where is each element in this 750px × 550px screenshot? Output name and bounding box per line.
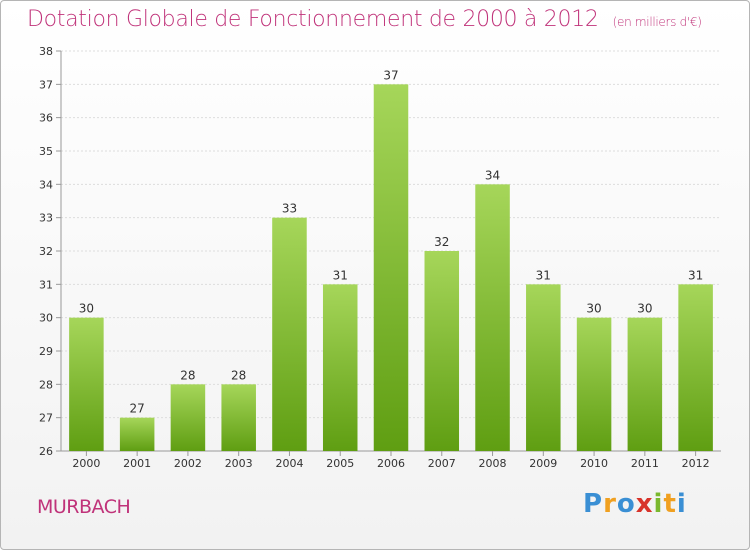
chart-subtitle: (en milliers d'€): [612, 15, 702, 29]
data-label: 31: [536, 268, 551, 282]
y-tick-label: 31: [39, 278, 53, 291]
data-label: 28: [231, 368, 246, 382]
x-tick-label: 2011: [631, 457, 659, 470]
y-tick-label: 38: [39, 45, 53, 58]
data-label: 30: [637, 302, 652, 316]
data-label: 31: [688, 268, 703, 282]
proxiti-logo: Proxiti: [583, 489, 687, 519]
data-label: 28: [180, 368, 195, 382]
logo-letter: o: [616, 489, 636, 519]
chart-title: Dotation Globale de Fonctionnement de 20…: [27, 7, 702, 32]
bar: [373, 84, 409, 451]
data-label: 27: [130, 402, 145, 416]
data-label: 37: [383, 68, 398, 82]
x-tick-label: 2005: [326, 457, 354, 470]
y-tick-label: 36: [39, 112, 53, 125]
bar: [627, 317, 663, 451]
y-tick-label: 35: [39, 145, 53, 158]
y-tick-label: 34: [39, 178, 53, 191]
data-label: 32: [434, 235, 449, 249]
bar: [526, 284, 561, 451]
data-label: 31: [333, 268, 348, 282]
y-tick-label: 26: [39, 445, 53, 458]
bar: [576, 317, 612, 451]
bar: [221, 384, 256, 451]
bar: [424, 251, 460, 451]
x-tick-label: 2006: [377, 457, 405, 470]
y-tick-label: 30: [39, 312, 53, 325]
bar: [678, 284, 713, 451]
logo-letter: r: [603, 489, 617, 519]
bar: [272, 217, 307, 451]
data-label: 33: [282, 202, 297, 216]
x-tick-label: 2007: [428, 457, 456, 470]
logo-letter: P: [583, 489, 604, 519]
chart-title-text: Dotation Globale de Fonctionnement de 20…: [27, 7, 599, 32]
y-tick-label: 37: [39, 78, 53, 91]
data-label: 34: [485, 168, 500, 182]
logo-letter: t: [663, 489, 677, 519]
x-tick-label: 2003: [225, 457, 253, 470]
x-tick-label: 2009: [529, 457, 557, 470]
logo-letter: i: [653, 489, 664, 519]
x-tick-label: 2002: [174, 457, 202, 470]
bar: [475, 184, 510, 452]
bar: [69, 317, 104, 451]
bar: [322, 284, 358, 451]
data-label: 30: [79, 302, 94, 316]
data-label: 30: [586, 302, 601, 316]
y-tick-label: 27: [39, 412, 53, 425]
x-tick-label: 2012: [682, 457, 710, 470]
bar: [119, 417, 155, 451]
logo-letter: x: [635, 489, 654, 519]
x-tick-label: 2008: [479, 457, 507, 470]
x-tick-label: 2010: [580, 457, 608, 470]
x-tick-label: 2000: [72, 457, 100, 470]
commune-name: MURBACH: [37, 496, 131, 518]
y-tick-label: 29: [39, 345, 53, 358]
bar: [170, 384, 206, 451]
y-tick-label: 32: [39, 245, 53, 258]
x-tick-label: 2004: [275, 457, 303, 470]
x-tick-label: 2001: [123, 457, 151, 470]
y-tick-label: 33: [39, 212, 53, 225]
logo-letter: i: [676, 489, 687, 519]
y-tick-label: 28: [39, 378, 53, 391]
